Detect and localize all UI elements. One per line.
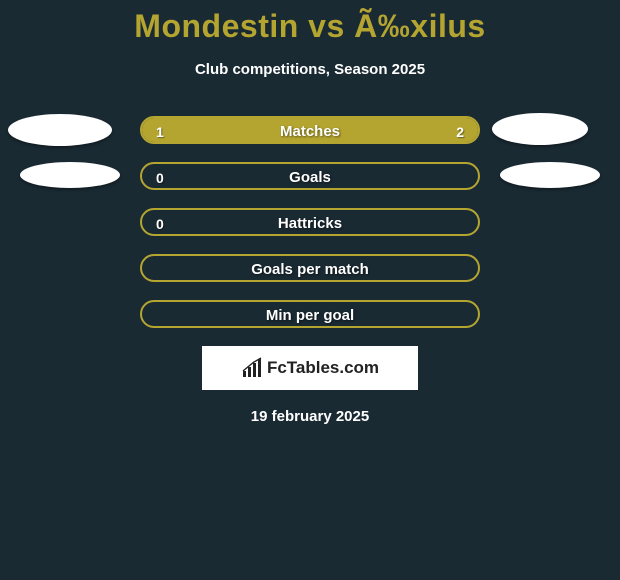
bar-track: 12Matches	[140, 116, 480, 144]
page-subtitle: Club competitions, Season 2025	[0, 61, 620, 78]
bar-track: Goals per match	[140, 254, 480, 282]
player-avatar-left	[20, 162, 120, 188]
bar-track: 0Hattricks	[140, 208, 480, 236]
bar-label: Hattricks	[142, 210, 478, 236]
player-avatar-right	[492, 113, 588, 145]
bar-track: 0Goals	[140, 162, 480, 190]
comparison-rows: 12Matches 0Goals 0Hattricks Goals per match…	[0, 116, 620, 330]
player-avatar-right	[500, 162, 600, 188]
page-title: Mondestin vs Ã‰xilus	[0, 0, 620, 45]
bar-label: Goals	[142, 164, 478, 190]
bar-chart-icon	[241, 357, 265, 379]
comparison-row: 0Goals	[0, 162, 620, 192]
comparison-row: Min per goal	[0, 300, 620, 330]
comparison-row: 0Hattricks	[0, 208, 620, 238]
player-avatar-left	[8, 114, 112, 146]
bar-label: Goals per match	[142, 256, 478, 282]
source-logo-text: FcTables.com	[267, 358, 379, 378]
source-logo-card: FcTables.com	[202, 346, 418, 390]
bar-label: Min per goal	[142, 302, 478, 328]
comparison-row: Goals per match	[0, 254, 620, 284]
bar-track: Min per goal	[140, 300, 480, 328]
comparison-row: 12Matches	[0, 116, 620, 146]
bar-label: Matches	[142, 118, 478, 144]
date-label: 19 february 2025	[0, 408, 620, 425]
